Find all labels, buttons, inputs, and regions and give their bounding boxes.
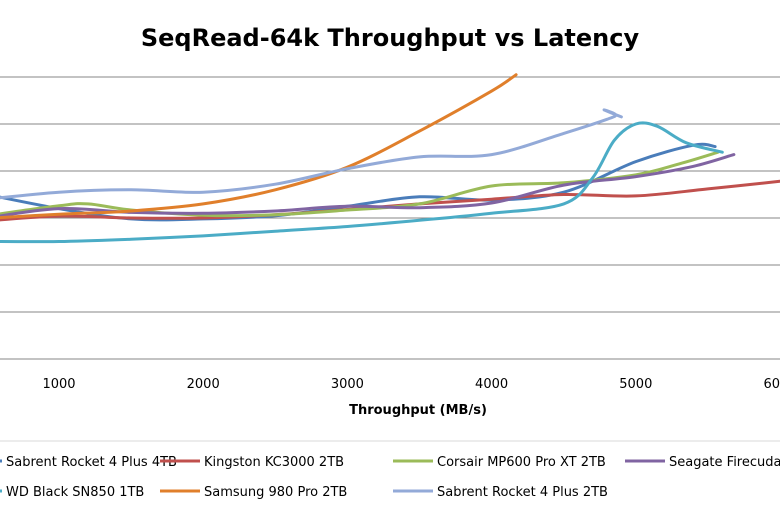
legend-label: Seagate Firecuda 530 2TB (669, 455, 780, 470)
series-line-4 (0, 121, 724, 244)
x-tick-label: 4000 (475, 377, 508, 392)
legend-label: Kingston KC3000 2TB (204, 455, 344, 470)
series-line-2 (0, 150, 720, 218)
x-tick-label: 1000 (42, 377, 75, 392)
legend-label: Corsair MP600 Pro XT 2TB (437, 455, 606, 470)
legend-label: Sabrent Rocket 4 Plus 2TB (437, 485, 608, 500)
legend: Sabrent Rocket 4 Plus 4TB Kingston KC3000… (0, 455, 780, 500)
legend-label: Sabrent Rocket 4 Plus 4TB (6, 455, 177, 470)
chart-title: SeqRead-64k Throughput vs Latency (141, 24, 640, 52)
x-axis-label: Throughput (MB/s) (349, 403, 487, 418)
x-tick-label: 3000 (331, 377, 364, 392)
x-tick-label: 5000 (619, 377, 652, 392)
x-tick-label: 6000 (763, 377, 780, 392)
plot-series (0, 73, 780, 244)
x-tick-label: 2000 (187, 377, 220, 392)
legend-label: Samsung 980 Pro 2TB (204, 485, 347, 500)
series-line-5 (0, 73, 518, 220)
legend-label: WD Black SN850 1TB (6, 485, 144, 500)
x-axis-ticks: 1000 2000 3000 4000 5000 6000 (42, 377, 780, 392)
series-line-6 (0, 108, 623, 200)
